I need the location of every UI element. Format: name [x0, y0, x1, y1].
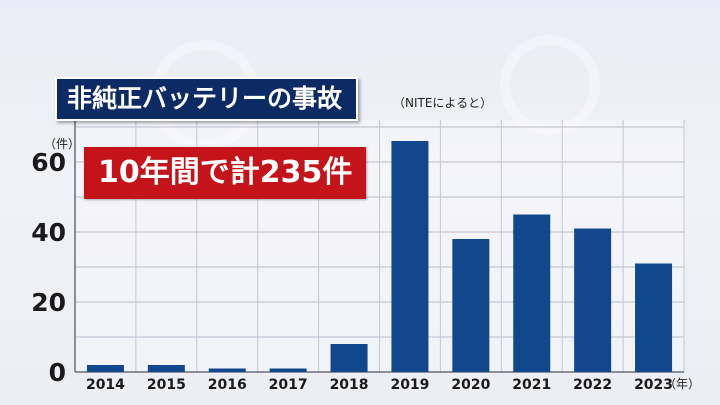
bar-2017 [269, 368, 307, 372]
bar-2016 [208, 368, 246, 372]
x-tick-label: 2018 [330, 377, 369, 393]
x-tick-label: 2022 [573, 377, 612, 393]
bar-2022 [574, 228, 612, 372]
y-axis-unit: （件） [44, 137, 81, 151]
x-tick-label: 2021 [512, 377, 551, 393]
total-callout: 10年間で計235件 [84, 147, 367, 199]
x-tick-label: 2017 [269, 377, 308, 393]
bar-2015 [147, 365, 185, 372]
y-tick-label: 40 [31, 218, 66, 247]
x-tick-label: 2015 [147, 377, 186, 393]
source-note: （NITEによると） [393, 96, 493, 110]
x-tick-label: 2020 [451, 377, 490, 393]
y-tick-label: 60 [31, 148, 66, 177]
chart-title: 非純正バッテリーの事故 [55, 77, 359, 121]
y-tick-label: 20 [31, 288, 66, 317]
bar-2021 [513, 214, 551, 372]
x-tick-label: 2014 [86, 377, 125, 393]
y-tick-label: 0 [49, 358, 66, 387]
x-axis-unit: （年） [664, 377, 701, 391]
bar-2023 [635, 263, 673, 372]
x-tick-label: 2016 [208, 377, 247, 393]
bar-2019 [391, 141, 429, 372]
x-tick-label: 2023 [634, 377, 673, 393]
x-tick-label: 2019 [390, 377, 429, 393]
bar-2020 [452, 239, 490, 372]
bar-2018 [330, 344, 368, 372]
bar-2014 [86, 365, 124, 372]
background-ring-decoration [500, 35, 600, 135]
